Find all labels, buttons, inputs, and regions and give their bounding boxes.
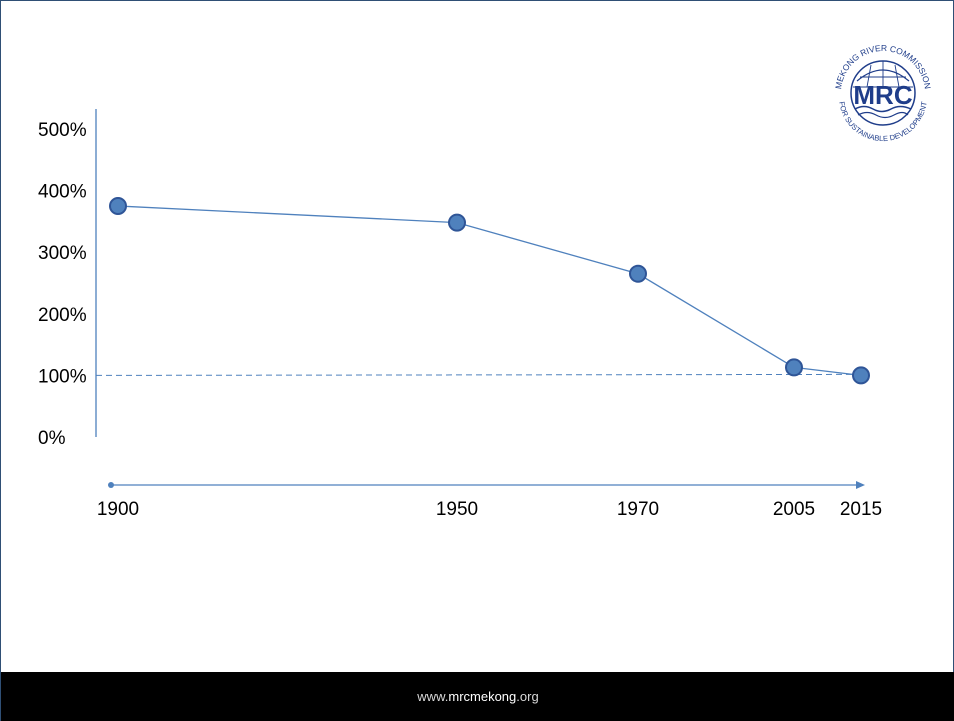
x-axis-arrowhead: [856, 481, 865, 489]
data-point: [629, 264, 647, 283]
line-chart: 500% 400% 300% 200% 100% 0% 1900 1950 1970 2005 20…: [38, 109, 882, 520]
footer-url[interactable]: www.mrcmekong.org: [417, 689, 539, 704]
x-tick-label: 1950: [436, 499, 478, 520]
x-tick-label: 2015: [840, 499, 882, 520]
x-tick-label: 2005: [773, 499, 815, 520]
x-axis-start-dot: [108, 482, 114, 488]
x-tick-label: 1900: [97, 499, 139, 520]
y-tick-label: 200%: [38, 305, 87, 326]
y-tick-label: 0%: [38, 428, 66, 449]
y-tick-label: 100%: [38, 366, 87, 387]
data-point: [785, 358, 803, 377]
series-line: [117, 205, 862, 377]
data-point: [109, 197, 127, 215]
footer-bar: www.mrcmekong.org: [1, 672, 954, 721]
mrc-logo: MEKONG RIVER COMMISSION FOR SUSTAINABLE …: [833, 43, 933, 143]
y-tick-label: 400%: [38, 182, 87, 203]
data-point: [852, 366, 870, 385]
x-tick-label: 1970: [617, 499, 659, 520]
data-point: [448, 213, 466, 232]
reference-line: [95, 373, 857, 376]
logo-abbrev: MRC: [853, 80, 912, 110]
y-tick-label: 300%: [38, 243, 87, 264]
y-tick-label: 500%: [38, 120, 87, 141]
